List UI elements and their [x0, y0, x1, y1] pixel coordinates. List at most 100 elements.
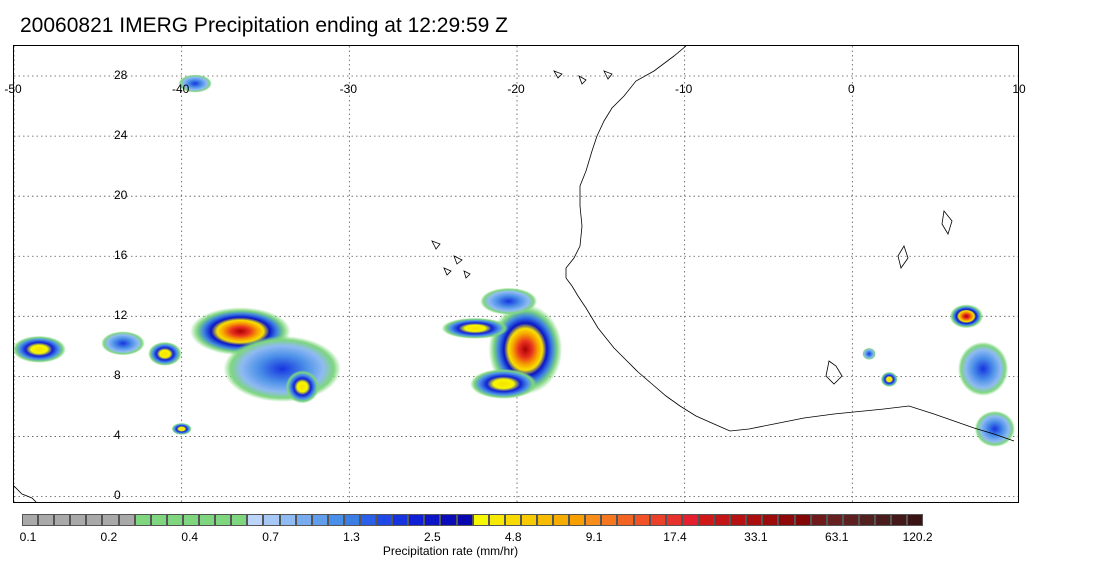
precip-cell: [178, 74, 212, 93]
colorbar-swatch: [730, 514, 747, 526]
longitude-label: -30: [339, 82, 357, 96]
colorbar-swatch: [762, 514, 779, 526]
precip-cell: [974, 410, 1015, 447]
colorbar-swatch: [746, 514, 763, 526]
colorbar-swatch: [858, 514, 875, 526]
colorbar-swatch: [826, 514, 843, 526]
colorbar-swatch: [263, 514, 280, 526]
colorbar-swatch: [22, 514, 39, 526]
canary-islands-outline: [553, 70, 613, 85]
colorbar-swatch: [118, 514, 135, 526]
colorbar-swatch: [842, 514, 859, 526]
colorbar-swatch: [714, 514, 731, 526]
latitude-label: 0: [114, 488, 121, 503]
colorbar-tick-label: 1.3: [343, 530, 360, 544]
longitude-label: -10: [674, 82, 693, 96]
precip-cell: [949, 304, 984, 329]
colorbar-swatch: [150, 514, 167, 526]
colorbar-swatch: [327, 514, 344, 526]
colorbar-swatch: [440, 514, 457, 526]
map-panel: [13, 45, 1019, 503]
precip-cell: [148, 341, 182, 366]
longitude-label: 0: [847, 82, 855, 96]
colorbar-swatch: [697, 514, 715, 526]
colorbar-tick-label: 4.8: [504, 530, 522, 544]
colorbar-swatch: [70, 514, 87, 526]
colorbar-label: Precipitation rate (mm/hr): [382, 544, 519, 558]
colorbar-swatch: [199, 514, 216, 526]
latitude-label: 24: [114, 128, 128, 143]
precip-cell: [171, 422, 192, 435]
colorbar-swatch: [681, 514, 698, 526]
colorbar-swatch: [279, 514, 296, 526]
cape-verde-islands-outline: [431, 240, 471, 279]
colorbar-swatch: [617, 514, 634, 526]
colorbar-tick-label: 17.4: [663, 530, 687, 544]
precip-cell: [14, 335, 66, 363]
colorbar-tick-label: 0.7: [262, 530, 279, 544]
colorbar-swatch: [907, 514, 924, 526]
colorbar-swatch: [585, 514, 602, 526]
colorbar-swatch: [38, 514, 55, 526]
colorbar-swatch: [86, 514, 103, 526]
graticule: [14, 46, 1018, 502]
colorbar-swatch: [182, 514, 200, 526]
inland-lakes-outline: [825, 210, 953, 385]
precip-cell: [880, 371, 898, 387]
colorbar-swatch: [311, 514, 328, 526]
longitude-label: -40: [171, 82, 190, 96]
precip-cell: [480, 287, 538, 315]
colorbar-swatch: [633, 514, 650, 526]
colorbar-swatch: [488, 514, 505, 526]
colorbar-swatch: [665, 514, 682, 526]
precip-cell: [470, 368, 538, 399]
latitude-label: 28: [114, 68, 128, 83]
colorbar-tick-label: 0.2: [100, 530, 118, 544]
colorbar-swatch: [891, 514, 908, 526]
coastline: [14, 46, 1015, 502]
precip-cell: [223, 335, 341, 402]
colorbar-swatch: [810, 514, 827, 526]
colorbar-swatch: [472, 514, 489, 526]
colorbar-tick-label: 9.1: [585, 530, 603, 544]
colorbar-swatch: [778, 514, 795, 526]
latitude-label: 12: [114, 308, 128, 323]
precipitation-map: [14, 46, 1018, 502]
colorbar-tick-label: 120.2: [902, 530, 933, 544]
longitude-label: -20: [507, 82, 525, 96]
colorbar-tick-label: 63.1: [825, 530, 849, 544]
colorbar-swatch: [794, 514, 811, 526]
colorbar-swatch: [408, 514, 425, 526]
precipitation-cells: [14, 74, 1015, 447]
colorbar: [22, 514, 924, 526]
colorbar-swatch: [569, 514, 586, 526]
colorbar-swatch: [376, 514, 393, 526]
colorbar-swatch: [247, 514, 264, 526]
map-title: 20060821 IMERG Precipitation ending at 1…: [20, 14, 508, 37]
precip-cell: [441, 317, 509, 339]
latitude-label: 20: [114, 188, 128, 203]
colorbar-swatch: [520, 514, 537, 526]
colorbar-swatch: [166, 514, 183, 526]
africa-coastline: [565, 46, 1015, 442]
colorbar-swatch: [553, 514, 570, 526]
colorbar-swatch: [231, 514, 248, 526]
colorbar-swatch: [874, 514, 892, 526]
precip-cell: [285, 370, 320, 404]
colorbar-swatch: [537, 514, 554, 526]
colorbar-swatch: [102, 514, 119, 526]
precip-cell: [862, 347, 876, 360]
longitude-label: -50: [4, 82, 22, 96]
colorbar-swatch: [504, 514, 521, 526]
colorbar-tick-label: 0.4: [181, 530, 199, 544]
colorbar-tick-label: 0.1: [19, 530, 37, 544]
colorbar-swatch: [424, 514, 441, 526]
longitude-label: 10: [1012, 82, 1026, 96]
colorbar-swatch: [601, 514, 618, 526]
colorbar-swatch: [134, 514, 151, 526]
south-america-outline: [14, 485, 37, 502]
colorbar-swatch: [54, 514, 71, 526]
colorbar-swatch: [392, 514, 409, 526]
colorbar-swatch: [649, 514, 666, 526]
colorbar-swatch: [215, 514, 232, 526]
